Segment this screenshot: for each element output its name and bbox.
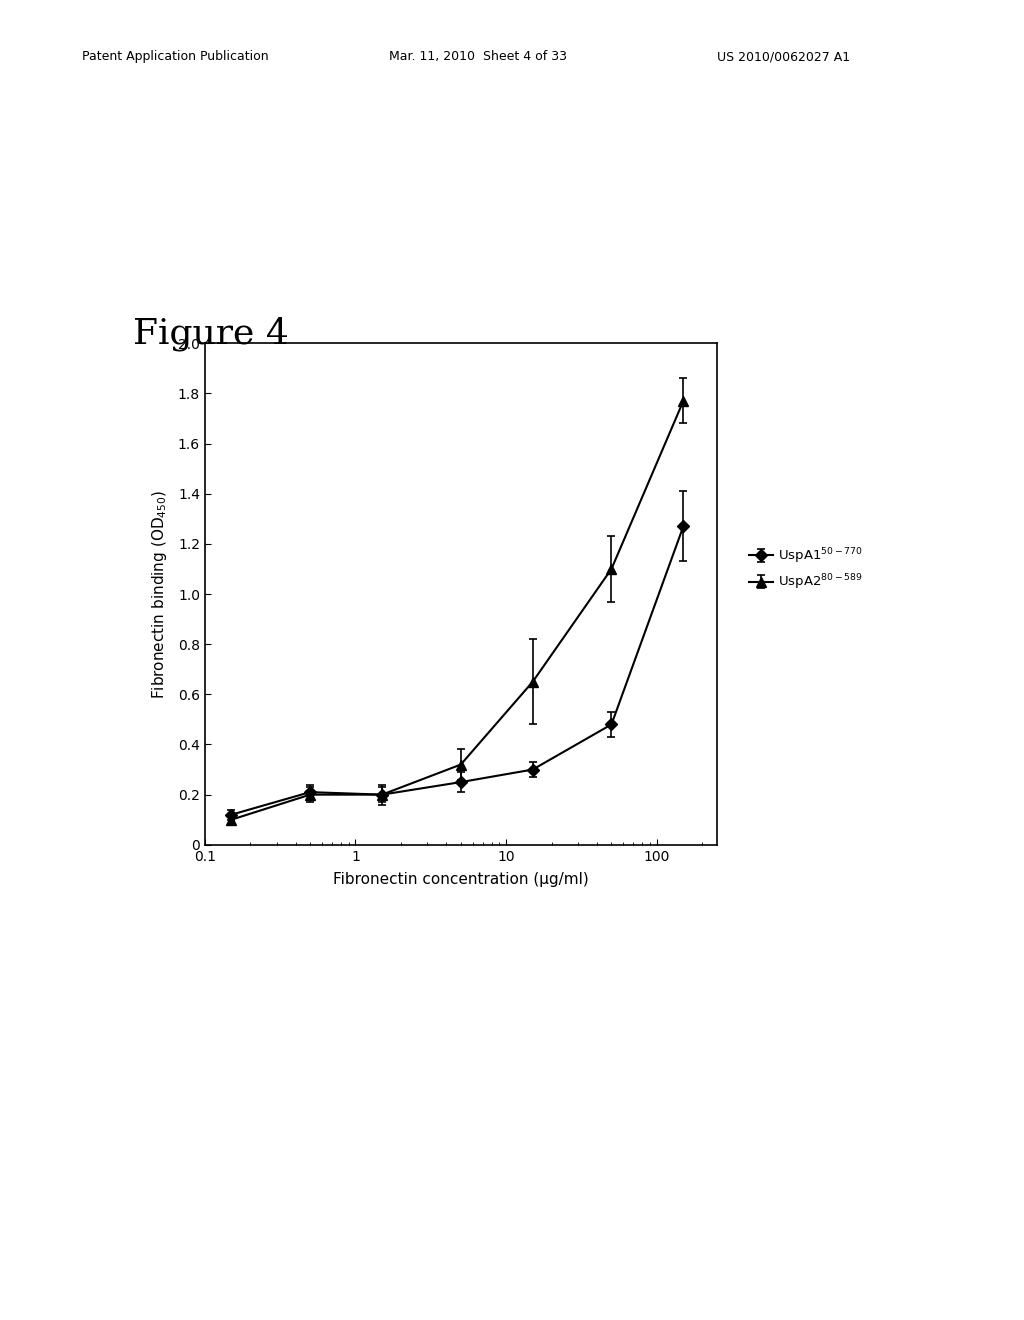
Y-axis label: Fibronectin binding (OD$_{450}$): Fibronectin binding (OD$_{450}$) bbox=[151, 490, 170, 698]
Text: Figure 4: Figure 4 bbox=[133, 317, 289, 351]
X-axis label: Fibronectin concentration (μg/ml): Fibronectin concentration (μg/ml) bbox=[333, 873, 589, 887]
Legend: UspA1$^{50-770}$, UspA2$^{80-589}$: UspA1$^{50-770}$, UspA2$^{80-589}$ bbox=[743, 541, 868, 597]
Text: Patent Application Publication: Patent Application Publication bbox=[82, 50, 268, 63]
Text: Mar. 11, 2010  Sheet 4 of 33: Mar. 11, 2010 Sheet 4 of 33 bbox=[389, 50, 567, 63]
Text: US 2010/0062027 A1: US 2010/0062027 A1 bbox=[717, 50, 850, 63]
